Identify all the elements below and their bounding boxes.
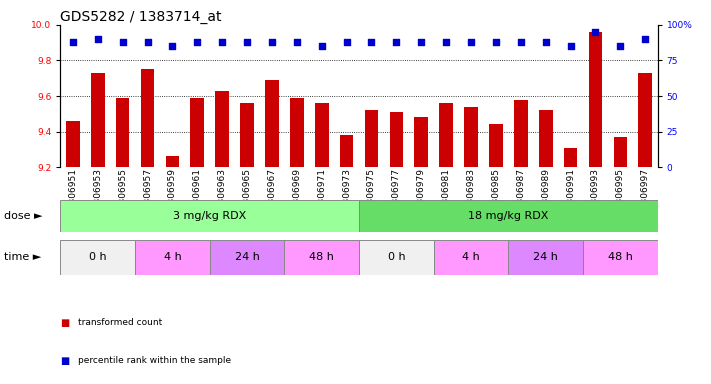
Bar — [315, 103, 328, 167]
Bar — [116, 98, 129, 167]
Point — [490, 39, 501, 45]
Bar — [439, 103, 453, 167]
Text: 4 h: 4 h — [462, 252, 480, 262]
Point — [391, 39, 402, 45]
Text: dose ►: dose ► — [4, 211, 42, 221]
Bar — [166, 156, 179, 167]
Bar — [265, 80, 279, 167]
Bar — [464, 107, 478, 167]
Bar — [340, 135, 353, 167]
Point — [341, 39, 352, 45]
Text: time ►: time ► — [4, 252, 41, 262]
Bar — [215, 91, 229, 167]
Point — [415, 39, 427, 45]
Text: 48 h: 48 h — [608, 252, 633, 262]
Point — [141, 39, 154, 45]
Text: 3 mg/kg RDX: 3 mg/kg RDX — [173, 211, 247, 221]
Text: 18 mg/kg RDX: 18 mg/kg RDX — [468, 211, 549, 221]
Point — [540, 39, 551, 45]
Bar — [539, 110, 552, 167]
Point — [565, 43, 576, 50]
Point — [614, 43, 626, 50]
Bar — [514, 99, 528, 167]
Point — [92, 36, 104, 42]
Bar — [614, 137, 627, 167]
Text: 24 h: 24 h — [533, 252, 558, 262]
Text: percentile rank within the sample: percentile rank within the sample — [78, 356, 231, 366]
Bar — [91, 73, 105, 167]
Bar — [583, 240, 658, 275]
Bar — [365, 110, 378, 167]
Bar — [290, 98, 304, 167]
Bar — [638, 73, 652, 167]
Text: 0 h: 0 h — [387, 252, 405, 262]
Point — [266, 39, 277, 45]
Bar — [359, 200, 658, 232]
Bar — [589, 32, 602, 167]
Point — [117, 39, 128, 45]
Point — [316, 43, 327, 50]
Point — [515, 39, 526, 45]
Text: 0 h: 0 h — [89, 252, 107, 262]
Point — [166, 43, 178, 50]
Point — [216, 39, 228, 45]
Point — [639, 36, 651, 42]
Text: ■: ■ — [60, 356, 70, 366]
Bar — [489, 124, 503, 167]
Bar — [191, 98, 204, 167]
Text: 48 h: 48 h — [309, 252, 334, 262]
Bar — [240, 103, 254, 167]
Bar — [60, 240, 135, 275]
Text: GDS5282 / 1383714_at: GDS5282 / 1383714_at — [60, 10, 222, 23]
Text: 4 h: 4 h — [164, 252, 181, 262]
Point — [191, 39, 203, 45]
Bar — [390, 112, 403, 167]
Bar — [359, 240, 434, 275]
Point — [589, 29, 601, 35]
Bar — [141, 70, 154, 167]
Bar — [66, 121, 80, 167]
Point — [440, 39, 452, 45]
Bar — [60, 200, 359, 232]
Point — [365, 39, 377, 45]
Point — [67, 39, 78, 45]
Point — [292, 39, 303, 45]
Bar — [135, 240, 210, 275]
Bar — [210, 240, 284, 275]
Bar — [508, 240, 583, 275]
Bar — [284, 240, 359, 275]
Text: 24 h: 24 h — [235, 252, 260, 262]
Bar — [564, 147, 577, 167]
Point — [465, 39, 476, 45]
Text: transformed count: transformed count — [78, 318, 162, 327]
Point — [241, 39, 253, 45]
Bar — [415, 118, 428, 167]
Bar — [434, 240, 508, 275]
Text: ■: ■ — [60, 318, 70, 328]
